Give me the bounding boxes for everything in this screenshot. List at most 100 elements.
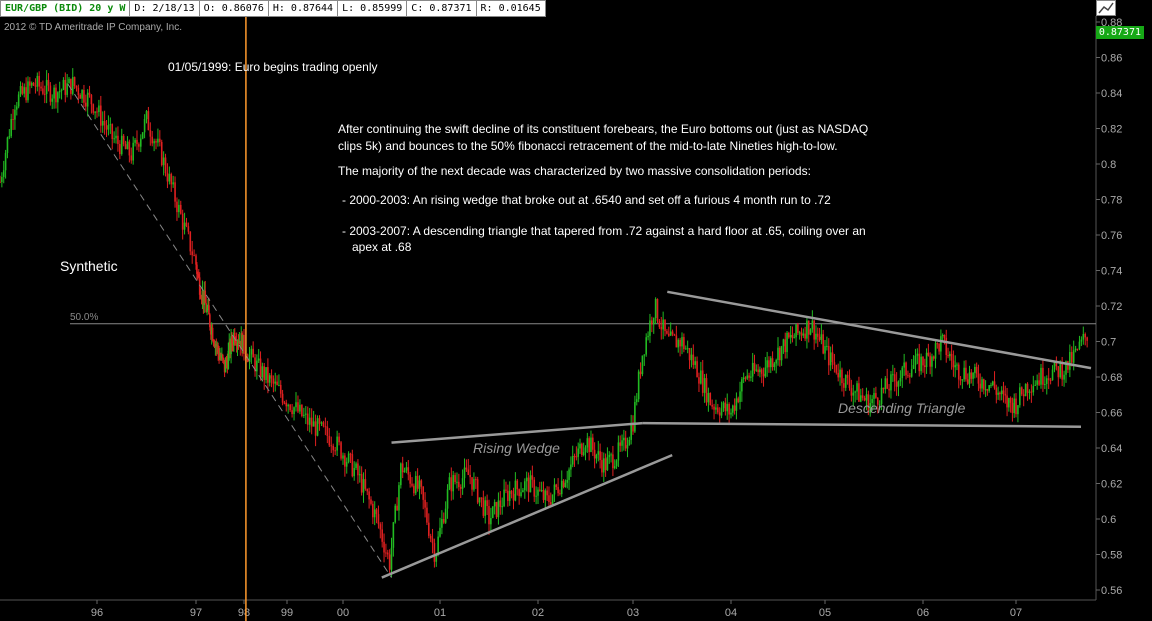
candle bbox=[27, 76, 29, 103]
candle bbox=[55, 83, 57, 109]
candle bbox=[1045, 375, 1048, 395]
candle bbox=[60, 88, 63, 100]
descending-triangle-upper-line bbox=[667, 290, 1092, 370]
candle bbox=[207, 298, 209, 311]
candle bbox=[593, 442, 596, 469]
candle bbox=[775, 358, 777, 374]
candle bbox=[759, 366, 761, 378]
candle bbox=[241, 331, 243, 357]
candle bbox=[486, 494, 488, 516]
candle bbox=[442, 512, 445, 525]
candle bbox=[420, 479, 423, 495]
candle bbox=[888, 384, 890, 398]
candle bbox=[306, 406, 309, 431]
candle bbox=[512, 487, 515, 510]
candle bbox=[281, 389, 284, 406]
candle bbox=[588, 436, 590, 461]
candle bbox=[527, 472, 530, 502]
range-field: R: 0.01645 bbox=[476, 0, 546, 17]
candle bbox=[806, 316, 808, 349]
time-tick-label: 00 bbox=[337, 607, 349, 619]
candle bbox=[1040, 364, 1042, 389]
candle bbox=[718, 407, 721, 423]
candle bbox=[351, 449, 354, 478]
candle bbox=[103, 110, 106, 135]
candle bbox=[1051, 365, 1054, 381]
candle bbox=[679, 337, 681, 357]
price-tick-label: 0.7 bbox=[1101, 337, 1116, 349]
candle bbox=[318, 415, 321, 431]
chart-tools-button[interactable] bbox=[1096, 0, 1116, 16]
candle bbox=[698, 372, 700, 393]
candle bbox=[115, 127, 117, 144]
candle bbox=[128, 139, 131, 163]
candle bbox=[439, 517, 441, 538]
candle bbox=[469, 465, 471, 485]
candle bbox=[788, 331, 790, 339]
candle bbox=[741, 376, 743, 402]
candle bbox=[458, 473, 460, 491]
candle bbox=[1019, 383, 1021, 408]
candle bbox=[988, 385, 990, 393]
candle bbox=[375, 508, 378, 524]
candle bbox=[181, 209, 184, 240]
candle bbox=[17, 91, 20, 109]
symbol-field[interactable]: EUR/GBP (BID) 20 y W bbox=[0, 0, 131, 17]
candle bbox=[493, 499, 496, 515]
candle bbox=[824, 340, 826, 360]
last-price-badge: 0.87371 bbox=[1095, 26, 1144, 39]
candle bbox=[694, 356, 696, 369]
candle bbox=[954, 355, 956, 378]
candle bbox=[557, 478, 559, 497]
candle bbox=[909, 372, 911, 384]
candle bbox=[236, 339, 239, 357]
candle bbox=[753, 354, 756, 374]
candle bbox=[514, 472, 517, 502]
candle bbox=[613, 459, 616, 470]
candle bbox=[68, 76, 70, 84]
candle bbox=[164, 153, 167, 177]
time-tick-label: 06 bbox=[917, 607, 929, 619]
candle bbox=[203, 281, 206, 313]
candle bbox=[869, 394, 872, 417]
candle bbox=[289, 403, 291, 412]
price-tick-label: 0.86 bbox=[1101, 53, 1122, 65]
candle bbox=[612, 445, 614, 477]
candle bbox=[295, 392, 297, 412]
candle bbox=[936, 342, 939, 349]
candle bbox=[822, 329, 824, 355]
candle bbox=[777, 337, 779, 366]
candle bbox=[223, 359, 226, 378]
candle bbox=[1011, 397, 1014, 422]
candle bbox=[219, 347, 221, 361]
candle bbox=[456, 472, 458, 489]
candle bbox=[293, 406, 295, 421]
candle bbox=[524, 478, 526, 499]
candle bbox=[666, 328, 668, 335]
candle bbox=[861, 388, 864, 401]
candle bbox=[138, 142, 140, 152]
copyright-text: 2012 © TD Ameritrade IP Company, Inc. bbox=[4, 22, 183, 33]
candle bbox=[993, 371, 996, 390]
candle bbox=[1044, 376, 1046, 390]
candle bbox=[263, 362, 266, 390]
candle bbox=[218, 345, 220, 364]
candle bbox=[155, 138, 157, 150]
low-field: L: 0.85999 bbox=[338, 0, 408, 17]
candle bbox=[225, 355, 228, 368]
candle bbox=[113, 131, 115, 144]
candle bbox=[1042, 358, 1044, 392]
candle bbox=[1008, 397, 1010, 412]
candle bbox=[210, 322, 213, 345]
candle bbox=[839, 361, 841, 386]
fib-50-label: 50.0% bbox=[70, 312, 98, 323]
candle bbox=[617, 435, 620, 468]
price-tick-label: 0.68 bbox=[1101, 372, 1122, 384]
candle bbox=[197, 271, 199, 281]
candle bbox=[212, 339, 215, 347]
candle bbox=[555, 483, 558, 490]
candle bbox=[120, 128, 123, 156]
rising-wedge-label: Rising Wedge bbox=[473, 440, 560, 456]
